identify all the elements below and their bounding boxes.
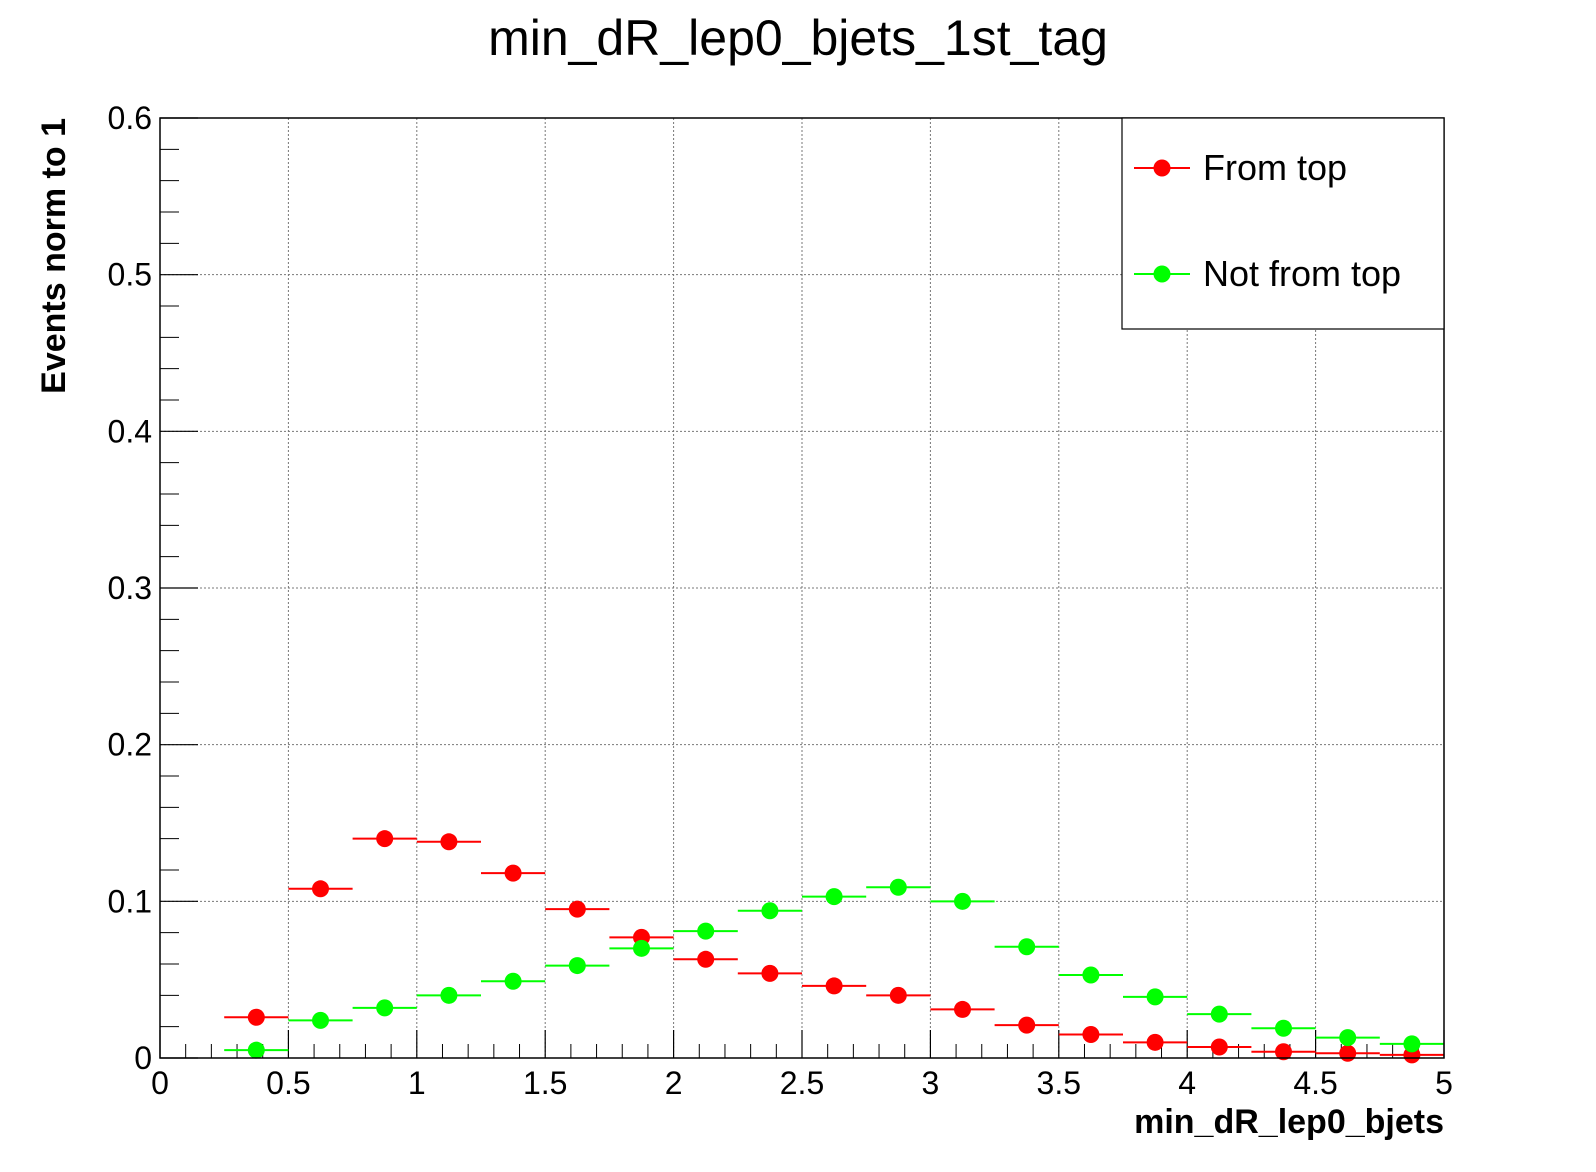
data-point (1082, 966, 1100, 984)
x-tick-label: 1 (408, 1065, 426, 1101)
x-tick-label: 3 (922, 1065, 940, 1101)
plot-frame (159, 117, 1445, 1059)
chart-title: min_dR_lep0_bjets_1st_tag (488, 10, 1108, 66)
data-point (376, 830, 394, 848)
x-tick-label: 5 (1435, 1065, 1453, 1101)
data-point (247, 1041, 265, 1059)
y-tick-label: 0 (134, 1040, 152, 1076)
data-point (889, 986, 907, 1004)
data-point (761, 902, 779, 920)
data-point (568, 957, 586, 975)
y-tick-label: 0.6 (108, 100, 152, 136)
x-tick-label: 4 (1178, 1065, 1196, 1101)
data-point (889, 878, 907, 896)
data-point (440, 833, 458, 851)
y-tick-label: 0.4 (108, 413, 152, 449)
y-tick-label: 0.1 (108, 883, 152, 919)
data-point (504, 972, 522, 990)
data-point (825, 977, 843, 995)
data-point (1018, 938, 1036, 956)
data-point (761, 964, 779, 982)
y-axis-title: Events norm to 1 (35, 118, 73, 394)
legend-marker (1153, 265, 1171, 283)
data-point (1275, 1043, 1292, 1061)
data-point (1146, 1033, 1164, 1051)
data-point (697, 950, 715, 968)
data-point (1275, 1019, 1292, 1037)
data-series (224, 830, 1444, 1064)
data-point (312, 880, 329, 898)
data-point (376, 999, 394, 1017)
axis-ticks: 0 0.5 1 1.5 2 2.5 3 3.5 4 4.5 5 0 0.1 0.2 0.3 0.4 0.5 0.6 (108, 100, 1453, 1101)
legend: From top Not from top (1121, 117, 1445, 330)
data-point (247, 1008, 265, 1026)
legend-label: Not from top (1203, 253, 1401, 294)
data-point (1146, 988, 1164, 1006)
x-tick-label: 2 (665, 1065, 683, 1101)
data-point (504, 864, 522, 882)
x-tick-label: 2.5 (780, 1065, 824, 1101)
legend-box (1121, 117, 1445, 330)
legend-marker (1153, 159, 1171, 177)
legend-label: From top (1203, 147, 1347, 188)
data-point (697, 922, 715, 940)
y-tick-label: 0.2 (108, 727, 152, 763)
data-point (1082, 1026, 1100, 1043)
data-point (312, 1011, 329, 1029)
data-point (568, 900, 586, 918)
data-point (825, 888, 843, 906)
series-1 (224, 830, 1444, 1064)
data-point (1339, 1029, 1357, 1047)
data-point (633, 939, 650, 957)
x-tick-label: 0.5 (266, 1065, 310, 1101)
data-point (1339, 1044, 1357, 1062)
data-point (1403, 1035, 1421, 1053)
y-tick-label: 0.5 (108, 257, 152, 293)
x-axis-title: min_dR_lep0_bjets (1134, 1103, 1444, 1141)
y-tick-label: 0.3 (108, 570, 152, 606)
legend-entry: Not from top (1134, 253, 1401, 294)
x-tick-label: 4.5 (1293, 1065, 1337, 1101)
data-point (954, 1000, 971, 1018)
data-point (1018, 1016, 1036, 1034)
data-point (1210, 1005, 1228, 1023)
legend-entry: From top (1134, 147, 1347, 188)
x-tick-label: 1.5 (523, 1065, 567, 1101)
x-tick-label: 3.5 (1037, 1065, 1081, 1101)
series-2 (224, 878, 1444, 1059)
data-point (954, 892, 971, 910)
data-point (1210, 1038, 1228, 1056)
data-point (440, 986, 458, 1004)
x-tick-label: 0 (151, 1065, 169, 1101)
